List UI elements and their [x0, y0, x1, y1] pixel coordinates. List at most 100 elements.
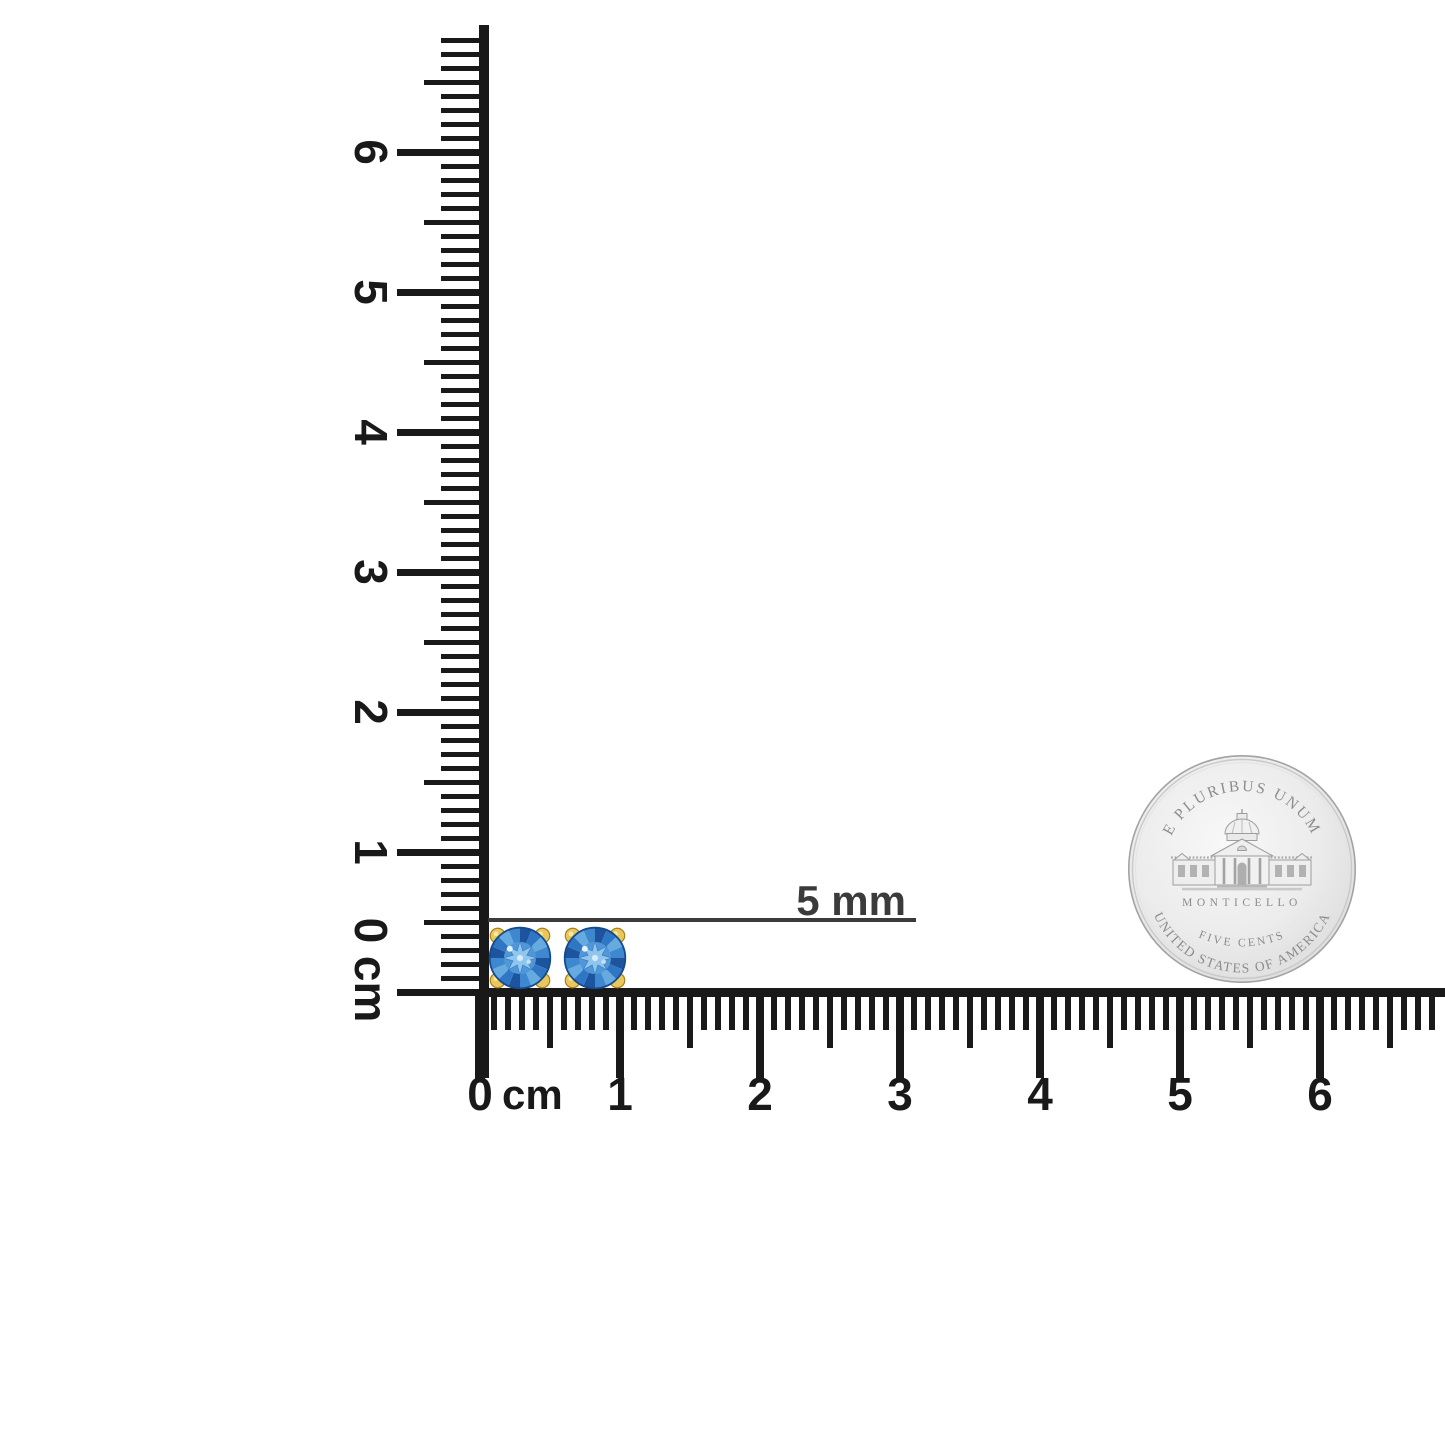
vertical-ruler-tick: [441, 541, 486, 547]
vertical-ruler-tick: [441, 457, 486, 463]
horizontal-ruler-line: [479, 988, 1445, 997]
vertical-ruler-tick: [441, 863, 486, 869]
vertical-ruler-tick: [424, 639, 486, 645]
horizontal-ruler-tick: [1009, 990, 1015, 1030]
horizontal-ruler-tick: [589, 990, 595, 1030]
vertical-ruler-tick: [397, 288, 486, 296]
vertical-ruler-tick: [424, 499, 486, 505]
horizontal-ruler-tick: [1023, 990, 1029, 1030]
vertical-ruler-tick: [441, 513, 486, 519]
measurement-label: 5 mm: [796, 877, 906, 924]
horizontal-ruler-tick: [616, 990, 624, 1078]
horizontal-ruler-tick: [1219, 990, 1225, 1030]
vertical-ruler-tick: [441, 947, 486, 953]
vertical-ruler-tick: [397, 848, 486, 856]
vertical-ruler-tick: [441, 107, 486, 113]
horizontal-ruler-tick: [1163, 990, 1169, 1030]
horizontal-ruler-tick: [1331, 990, 1337, 1030]
horizontal-ruler-tick: [981, 990, 987, 1030]
vertical-ruler-tick: [441, 471, 486, 477]
horizontal-ruler-tick: [1387, 990, 1393, 1048]
horizontal-ruler-tick: [1191, 990, 1197, 1030]
gold-prong: [564, 972, 581, 989]
horizontal-ruler-tick: [1359, 990, 1365, 1030]
vertical-ruler-tick: [441, 261, 486, 267]
gold-prong: [489, 927, 506, 944]
vertical-ruler-tick: [441, 933, 486, 939]
vertical-ruler-tick: [441, 331, 486, 337]
vertical-ruler-label: 4: [345, 419, 397, 445]
horizontal-ruler-tick: [896, 990, 904, 1078]
vertical-ruler-line: [479, 25, 489, 1078]
horizontal-ruler-tick: [1289, 990, 1295, 1030]
gold-prong: [609, 927, 626, 944]
vertical-ruler-tick: [441, 387, 486, 393]
vertical-ruler-tick: [441, 877, 486, 883]
horizontal-ruler-tick: [1373, 990, 1379, 1030]
vertical-ruler-tick: [441, 51, 486, 57]
horizontal-ruler-label: 5: [1167, 1068, 1193, 1120]
vertical-ruler-tick: [441, 345, 486, 351]
stud-earring-right: [563, 926, 627, 990]
vertical-ruler-tick: [424, 219, 486, 225]
vertical-ruler-tick: [397, 568, 486, 576]
horizontal-ruler-tick: [827, 990, 833, 1048]
vertical-ruler-tick: [441, 597, 486, 603]
horizontal-ruler-tick: [603, 990, 609, 1030]
vertical-ruler-tick: [441, 765, 486, 771]
horizontal-ruler-tick: [1121, 990, 1127, 1030]
horizontal-ruler-tick: [925, 990, 931, 1030]
vertical-ruler-tick: [441, 191, 486, 197]
horizontal-ruler-tick: [939, 990, 945, 1030]
vertical-ruler-tick: [441, 961, 486, 967]
horizontal-ruler-unit: cm: [502, 1071, 563, 1118]
horizontal-ruler-tick: [1303, 990, 1309, 1030]
horizontal-ruler-tick: [561, 990, 567, 1030]
horizontal-ruler-tick: [756, 990, 764, 1078]
vertical-ruler-tick: [397, 148, 486, 156]
horizontal-ruler-tick: [869, 990, 875, 1030]
horizontal-ruler-tick: [1261, 990, 1267, 1030]
coin-inner-ring: [1135, 762, 1349, 976]
horizontal-ruler-tick: [547, 990, 553, 1048]
horizontal-ruler-tick: [659, 990, 665, 1030]
horizontal-ruler-tick: [1135, 990, 1141, 1030]
horizontal-ruler-tick: [855, 990, 861, 1030]
horizontal-ruler-tick: [645, 990, 651, 1030]
nickel-coin: E PLURIBUS UNUM MONTICELLO FIVE CENTS UN…: [1128, 755, 1356, 983]
horizontal-ruler-tick: [491, 990, 497, 1030]
vertical-ruler-tick: [441, 583, 486, 589]
horizontal-ruler-tick: [1149, 990, 1155, 1030]
horizontal-ruler-label: 6: [1307, 1068, 1333, 1120]
monticello-building: [1171, 809, 1313, 891]
horizontal-ruler-tick: [1065, 990, 1071, 1030]
horizontal-ruler-tick: [1247, 990, 1253, 1048]
horizontal-ruler-tick: [1401, 990, 1407, 1030]
horizontal-ruler-tick: [1429, 990, 1435, 1030]
vertical-ruler-tick: [397, 988, 486, 996]
vertical-ruler-label: 2: [345, 699, 397, 725]
vertical-ruler-tick: [441, 443, 486, 449]
vertical-ruler-tick: [441, 821, 486, 827]
vertical-ruler-tick: [441, 625, 486, 631]
vertical-ruler-tick: [441, 681, 486, 687]
horizontal-ruler-tick: [813, 990, 819, 1030]
vertical-ruler-tick: [441, 37, 486, 43]
vertical-ruler-tick: [441, 653, 486, 659]
horizontal-ruler-tick: [995, 990, 1001, 1030]
vertical-ruler-tick: [441, 891, 486, 897]
vertical-ruler-tick: [441, 135, 486, 141]
vertical-ruler-tick: [441, 555, 486, 561]
gold-prong: [609, 972, 626, 989]
vertical-ruler-label: 1: [345, 839, 397, 865]
vertical-ruler-label: 6: [345, 139, 397, 165]
horizontal-ruler-tick: [785, 990, 791, 1030]
horizontal-ruler-tick: [743, 990, 749, 1030]
horizontal-ruler-label: 2: [747, 1068, 773, 1120]
vertical-ruler-tick: [424, 79, 486, 85]
horizontal-ruler-label: 0: [467, 1068, 493, 1120]
vertical-ruler-tick: [441, 65, 486, 71]
gold-prong: [564, 927, 581, 944]
horizontal-ruler-tick: [841, 990, 847, 1030]
